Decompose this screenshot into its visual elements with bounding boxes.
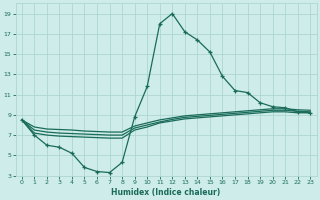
X-axis label: Humidex (Indice chaleur): Humidex (Indice chaleur) [111, 188, 221, 197]
